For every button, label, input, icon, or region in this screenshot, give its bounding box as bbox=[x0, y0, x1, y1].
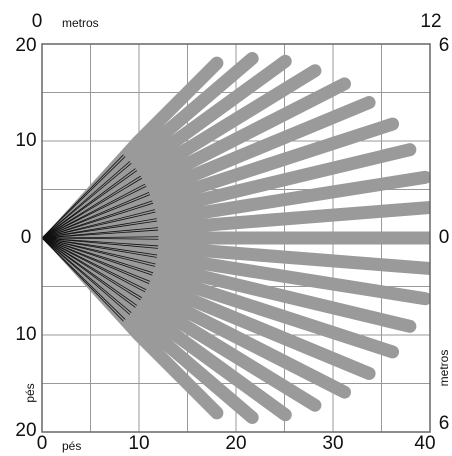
origin-ray bbox=[42, 237, 146, 293]
detection-beam bbox=[169, 252, 430, 306]
origin-ray bbox=[42, 237, 141, 301]
left-tick-10-bottom: 10 bbox=[15, 324, 36, 345]
detection-beam bbox=[156, 293, 351, 399]
plot-frame bbox=[41, 43, 431, 433]
origin-ray bbox=[42, 237, 136, 308]
beam-wedge bbox=[42, 170, 166, 238]
bottom-tick-40: 40 bbox=[414, 433, 435, 454]
origin-ray bbox=[42, 237, 151, 282]
origin-ray bbox=[42, 161, 130, 239]
beam-wedge bbox=[42, 238, 166, 306]
origin-ray bbox=[42, 163, 132, 239]
beam-wedge bbox=[42, 180, 170, 238]
origin-ray bbox=[42, 237, 157, 258]
left-tick-0: 0 bbox=[21, 227, 32, 248]
detection-beam bbox=[138, 319, 259, 425]
detection-beam bbox=[156, 77, 351, 183]
origin-rays bbox=[42, 154, 159, 322]
origin-ray bbox=[42, 191, 150, 239]
detection-beam bbox=[169, 170, 430, 224]
top-tick-0: 0 bbox=[32, 11, 43, 32]
origin-ray bbox=[42, 211, 156, 239]
detection-beam bbox=[145, 54, 292, 165]
bottom-tick-20: 20 bbox=[225, 433, 246, 454]
origin-ray bbox=[42, 177, 143, 239]
left-tick-20-bottom: 20 bbox=[15, 420, 36, 441]
origin-ray bbox=[42, 237, 158, 256]
origin-ray bbox=[42, 237, 138, 306]
origin-ray bbox=[42, 237, 154, 274]
origin-ray bbox=[42, 237, 132, 313]
origin-ray bbox=[42, 156, 126, 239]
left-tick-20-top: 20 bbox=[15, 35, 36, 56]
origin-ray bbox=[42, 194, 151, 239]
detection-beam bbox=[138, 51, 259, 157]
origin-ray bbox=[42, 209, 155, 239]
detection-beam bbox=[145, 311, 292, 422]
origin-ray bbox=[42, 227, 158, 239]
origin-ray bbox=[42, 237, 124, 322]
beam-wedge bbox=[42, 189, 174, 238]
detection-beam bbox=[167, 143, 417, 213]
top-unit-label: metros bbox=[62, 16, 99, 30]
detection-beam bbox=[160, 96, 376, 193]
origin-ray bbox=[42, 170, 138, 239]
origin-ray bbox=[42, 168, 136, 239]
detection-beam bbox=[167, 263, 417, 333]
detection-beam bbox=[131, 56, 224, 149]
detection-beam bbox=[131, 327, 224, 420]
left-tick-10-top: 10 bbox=[15, 130, 36, 151]
origin-ray bbox=[42, 202, 154, 239]
detection-beam bbox=[164, 273, 400, 359]
bottom-tick-0: 0 bbox=[37, 433, 48, 454]
beam-wedge bbox=[42, 210, 178, 238]
right-tick-0: 0 bbox=[439, 227, 450, 248]
origin-ray bbox=[42, 185, 147, 239]
origin-ray bbox=[42, 200, 153, 239]
beam-wedge bbox=[42, 199, 176, 238]
origin-ray bbox=[42, 237, 159, 247]
detection-beam bbox=[170, 200, 430, 234]
origin-ray bbox=[42, 154, 124, 239]
top-tick-12: 12 bbox=[420, 11, 441, 32]
origin-ray bbox=[42, 236, 159, 239]
origin-ray bbox=[42, 183, 146, 239]
right-tick-6-top: 6 bbox=[439, 35, 450, 56]
detection-beam bbox=[160, 283, 376, 380]
detection-beam bbox=[151, 302, 322, 412]
origin-ray bbox=[42, 237, 158, 249]
origin-ray bbox=[42, 237, 159, 240]
origin-ray bbox=[42, 237, 150, 285]
bottom-tick-10: 10 bbox=[128, 433, 149, 454]
right-tick-6-bottom: 6 bbox=[439, 413, 450, 434]
detection-beam bbox=[170, 242, 430, 276]
origin-ray bbox=[42, 175, 141, 239]
origin-ray bbox=[42, 237, 147, 291]
beams bbox=[42, 51, 430, 425]
origin-ray bbox=[42, 218, 157, 239]
origin-ray bbox=[42, 229, 159, 239]
left-unit-label: pés bbox=[23, 383, 37, 402]
detection-beam bbox=[164, 117, 400, 203]
origin-ray bbox=[42, 237, 130, 315]
origin-ray bbox=[42, 237, 156, 265]
origin-ray bbox=[42, 237, 143, 299]
right-unit-label: metros bbox=[437, 350, 451, 387]
origin-ray bbox=[42, 220, 158, 239]
origin-ray bbox=[42, 237, 153, 276]
bottom-unit-label: pés bbox=[62, 439, 81, 453]
detection-beam bbox=[151, 64, 322, 174]
bottom-tick-30: 30 bbox=[322, 433, 343, 454]
origin-ray bbox=[42, 237, 155, 267]
origin-ray bbox=[42, 237, 126, 320]
